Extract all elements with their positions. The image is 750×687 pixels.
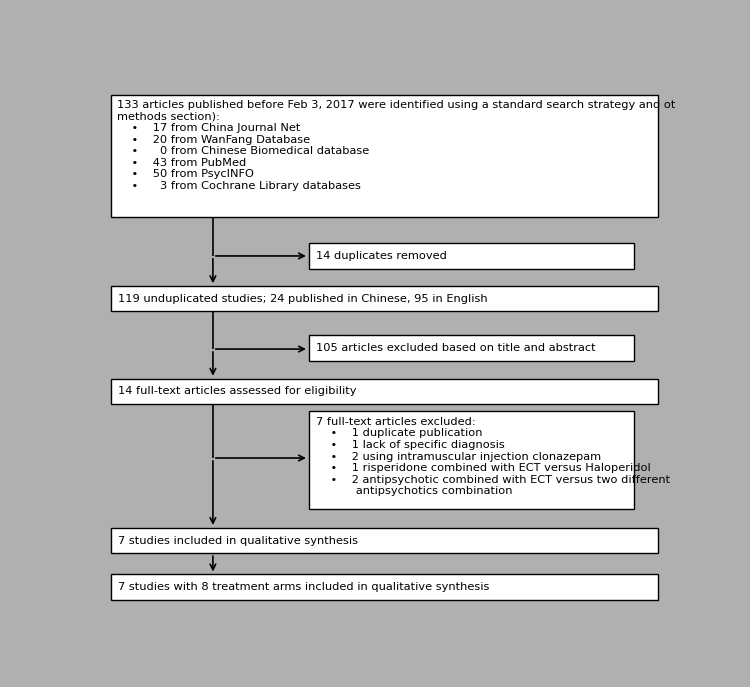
Text: 133 articles published before Feb 3, 2017 were identified using a standard searc: 133 articles published before Feb 3, 201…	[117, 100, 750, 191]
FancyBboxPatch shape	[111, 286, 658, 311]
FancyBboxPatch shape	[111, 528, 658, 553]
Text: 7 studies included in qualitative synthesis: 7 studies included in qualitative synthe…	[118, 536, 358, 545]
Text: 7 full-text articles excluded:
    •    1 duplicate publication
    •    1 lack : 7 full-text articles excluded: • 1 dupli…	[316, 417, 670, 497]
Text: 14 full-text articles assessed for eligibility: 14 full-text articles assessed for eligi…	[118, 386, 357, 396]
FancyBboxPatch shape	[309, 335, 634, 361]
Text: 7 studies with 8 treatment arms included in qualitative synthesis: 7 studies with 8 treatment arms included…	[118, 582, 490, 592]
Text: 14 duplicates removed: 14 duplicates removed	[316, 251, 447, 261]
Text: 119 unduplicated studies; 24 published in Chinese, 95 in English: 119 unduplicated studies; 24 published i…	[118, 294, 488, 304]
FancyBboxPatch shape	[111, 95, 658, 217]
FancyBboxPatch shape	[309, 412, 634, 509]
FancyBboxPatch shape	[309, 243, 634, 269]
FancyBboxPatch shape	[111, 379, 658, 404]
Text: 105 articles excluded based on title and abstract: 105 articles excluded based on title and…	[316, 343, 596, 353]
FancyBboxPatch shape	[111, 574, 658, 600]
